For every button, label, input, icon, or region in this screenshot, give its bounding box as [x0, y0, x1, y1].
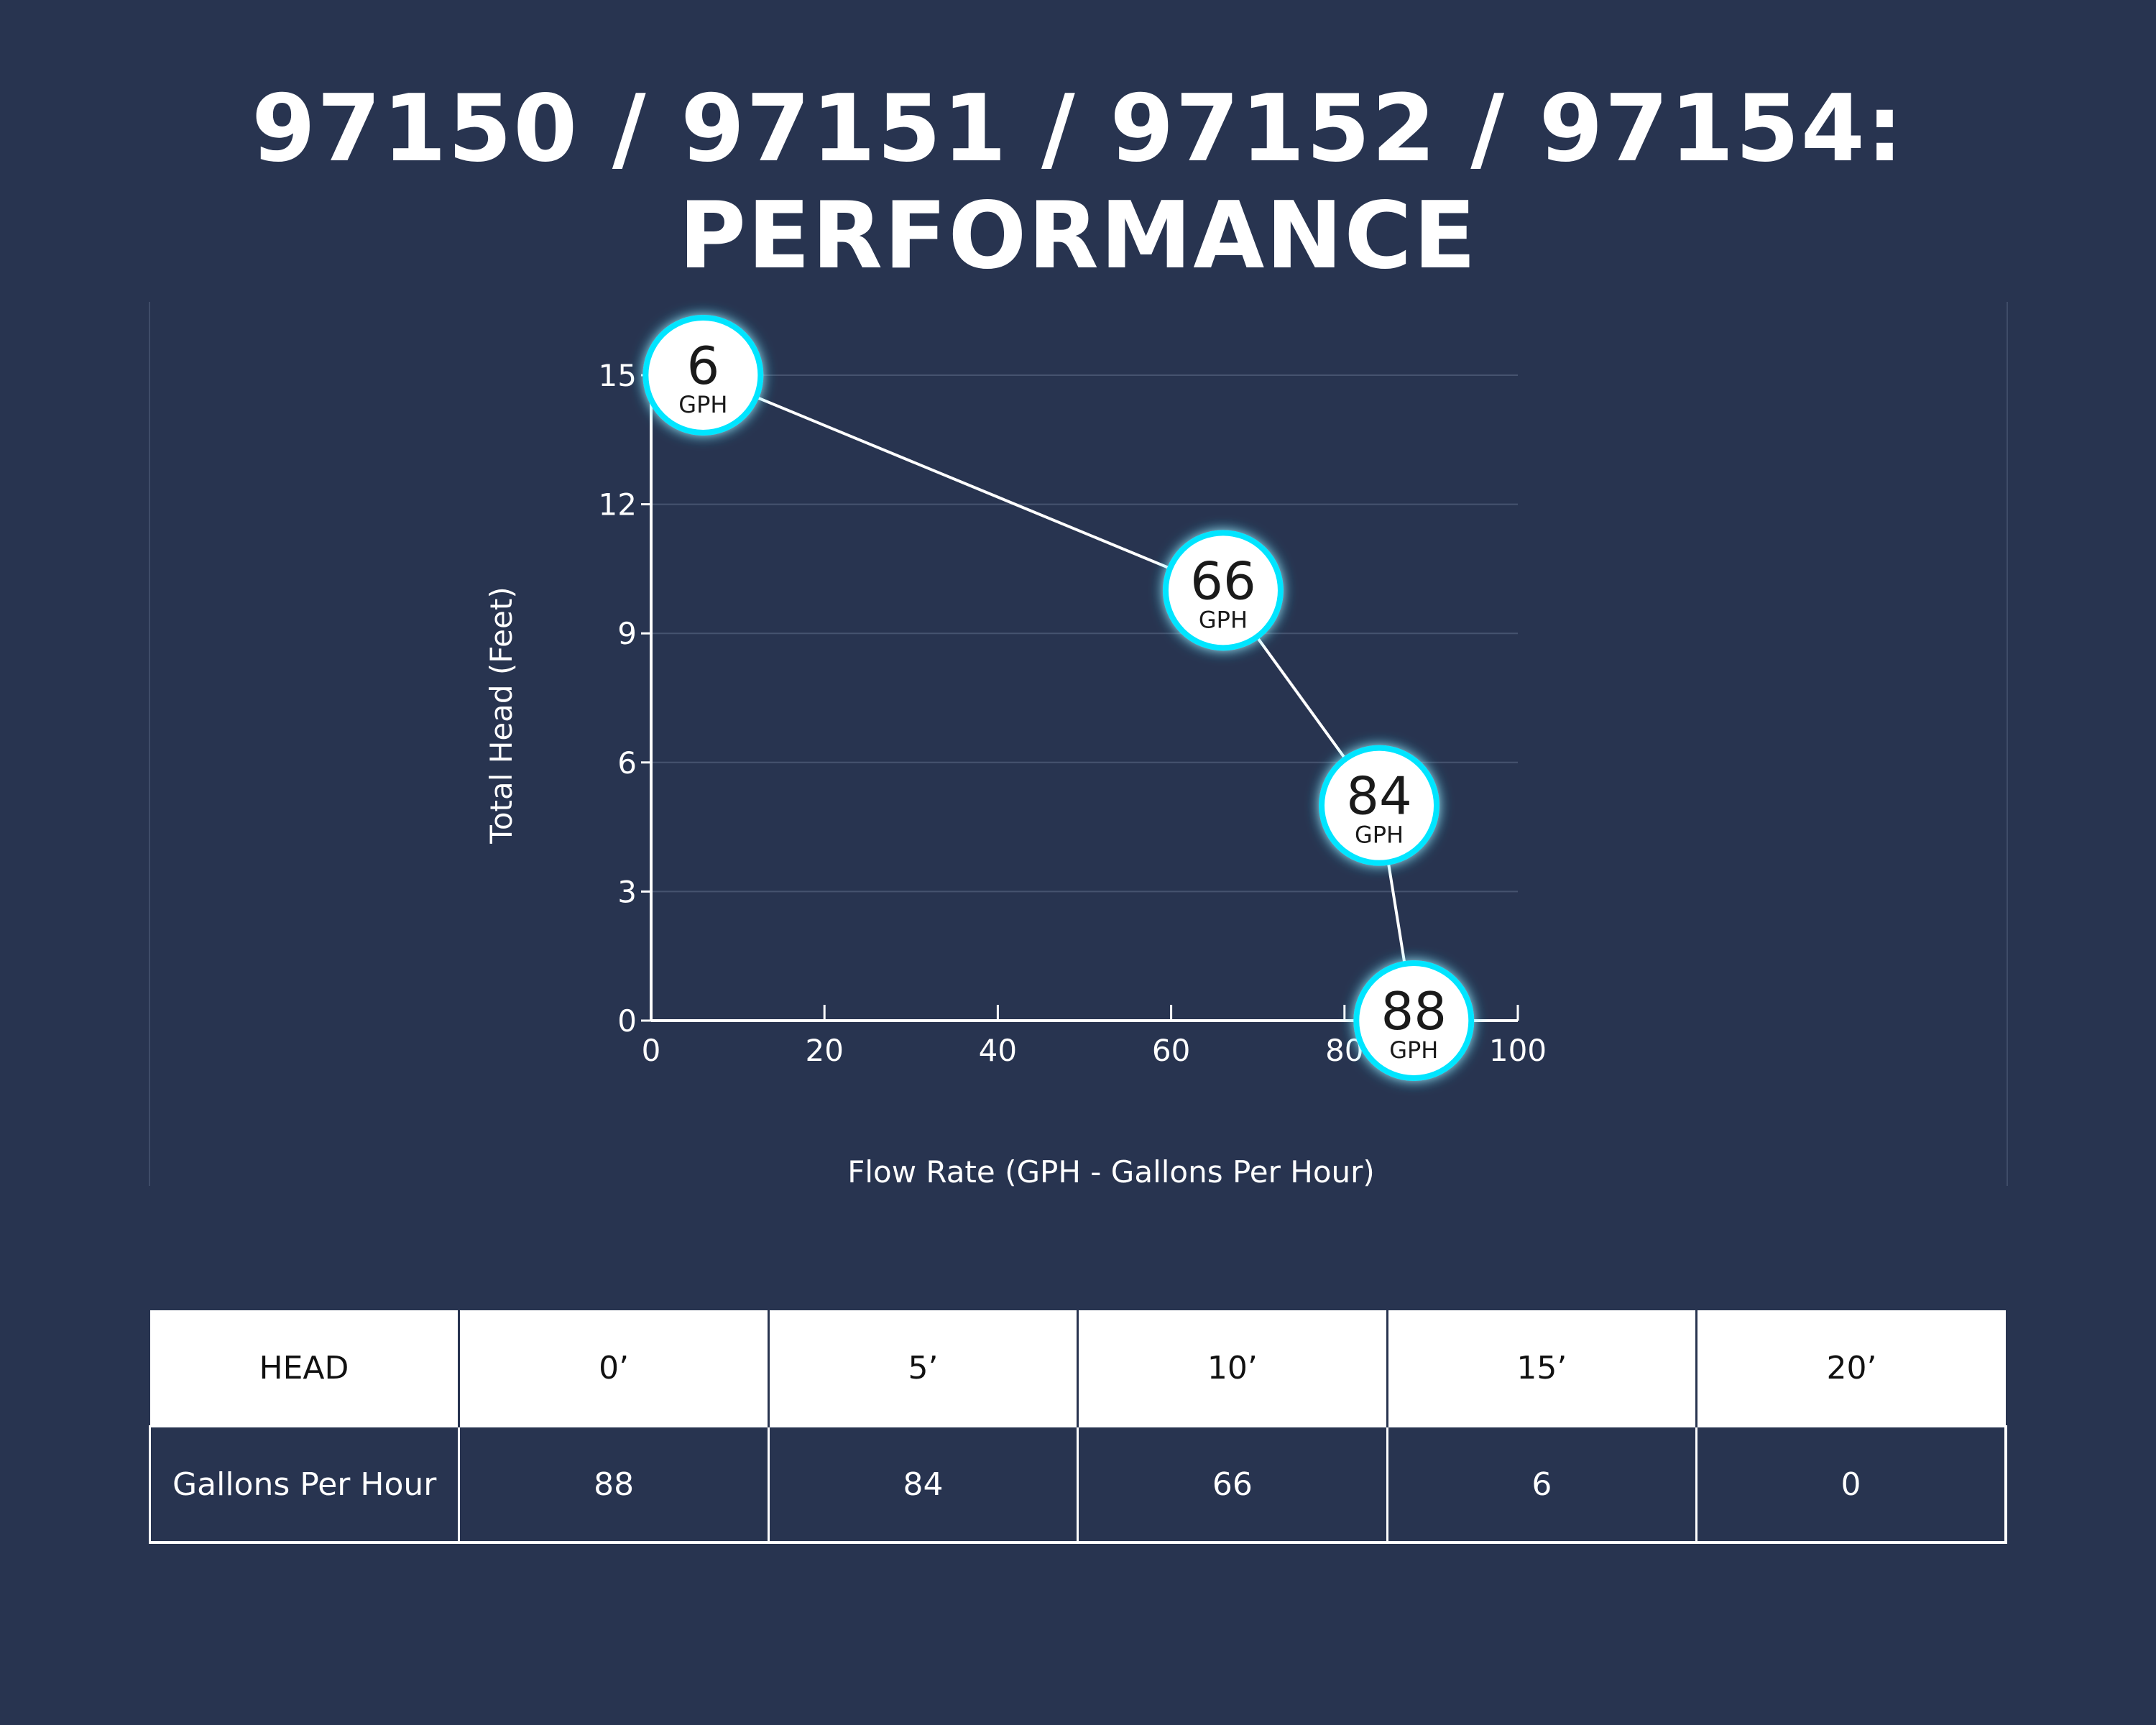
- table-cell: 0: [1695, 1425, 2008, 1544]
- y-tick-label: 3: [617, 874, 637, 909]
- data-point-unit-label: GPH: [1389, 1036, 1438, 1064]
- data-point: [642, 315, 764, 436]
- table-cell: 6: [1386, 1425, 1697, 1544]
- table-header-cell: 20’: [1695, 1310, 2006, 1427]
- series-line: [702, 374, 1416, 1021]
- right-divider: [2007, 302, 2008, 1186]
- data-point-value-label: 6: [686, 336, 719, 396]
- x-tick-label: 40: [979, 1033, 1017, 1068]
- page-title: 97150 / 97151 / 97152 / 97154: PERFORMAN…: [251, 75, 1905, 290]
- left-divider: [149, 302, 150, 1186]
- data-point-unit-label: GPH: [678, 391, 727, 418]
- data-point: [1162, 530, 1284, 651]
- y-tick-label: 12: [599, 487, 637, 523]
- x-tick-label: 100: [1489, 1033, 1547, 1068]
- x-tick-label: 0: [642, 1033, 661, 1068]
- table-header-cell: 5’: [767, 1310, 1078, 1427]
- table-header-cell: 10’: [1077, 1310, 1388, 1427]
- table-cell: 84: [767, 1425, 1078, 1544]
- table-header-row: HEAD 0’ 5’ 10’ 15’ 20’: [149, 1310, 2006, 1427]
- table-header-cell: 15’: [1386, 1310, 1697, 1427]
- table-header-label: HEAD: [149, 1310, 459, 1427]
- x-axis-title: Flow Rate (GPH - Gallons Per Hour): [847, 1154, 1375, 1190]
- data-point: [1319, 745, 1440, 866]
- table-row-label: Gallons Per Hour: [148, 1425, 459, 1544]
- y-axis-title: Total Head (Feet): [484, 586, 519, 844]
- table-cell: 88: [458, 1425, 769, 1544]
- x-tick-label: 60: [1152, 1033, 1190, 1068]
- table-row: Gallons Per Hour 88 84 66 6 0: [148, 1425, 2008, 1544]
- data-point-value-label: 66: [1190, 551, 1256, 611]
- y-tick-label: 6: [617, 745, 637, 781]
- y-tick-label: 0: [617, 1003, 637, 1039]
- data-point: [1353, 960, 1475, 1081]
- performance-table: HEAD 0’ 5’ 10’ 15’ 20’ Gallons Per Hour …: [148, 1310, 2008, 1544]
- table-header-cell: 0’: [458, 1310, 769, 1427]
- y-tick-label: 9: [617, 616, 637, 651]
- data-point-unit-label: GPH: [1355, 822, 1404, 849]
- data-point-value-label: 88: [1381, 981, 1447, 1041]
- y-tick-label: 15: [599, 358, 637, 393]
- table-cell: 66: [1077, 1425, 1388, 1544]
- x-tick-label: 20: [805, 1033, 843, 1068]
- data-point-unit-label: GPH: [1199, 606, 1248, 633]
- data-point-value-label: 84: [1346, 766, 1412, 827]
